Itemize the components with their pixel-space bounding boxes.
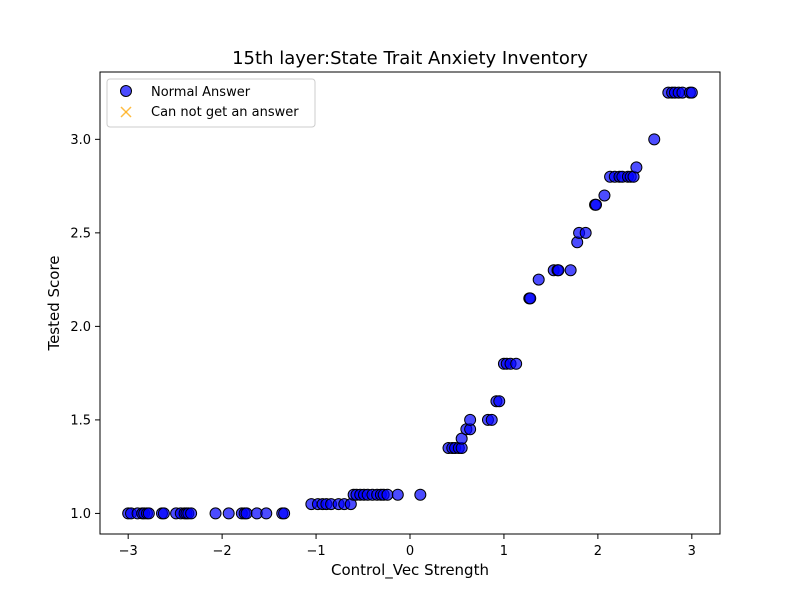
data-point [278, 507, 291, 520]
data-point [648, 133, 661, 146]
data-point [685, 86, 698, 99]
chart-title: 15th layer:State Trait Anxiety Inventory [232, 48, 588, 69]
data-point [240, 507, 253, 520]
x-tick-label: −1 [306, 544, 325, 559]
data-point [455, 432, 468, 445]
x-tick-label: 2 [594, 544, 602, 559]
legend-label-normal-answer: Normal Answer [151, 85, 251, 100]
x-axis-label: Control_Vec Strength [331, 561, 489, 580]
data-point [590, 198, 602, 211]
data-point [157, 507, 170, 520]
data-point [598, 189, 611, 202]
legend-marker-no-answer [120, 106, 132, 118]
x-tick-label: −2 [213, 544, 232, 559]
y-tick-label: 1.0 [70, 507, 91, 522]
data-point [552, 264, 565, 277]
y-axis-label: Tested Score [45, 255, 63, 351]
x-tick-label: 1 [500, 544, 508, 559]
legend-label-no-answer: Can not get an answer [151, 105, 299, 120]
data-points [122, 86, 698, 520]
y-tick-label: 3.0 [70, 133, 91, 148]
data-point [630, 161, 643, 174]
legend-box [106, 78, 316, 128]
data-point [185, 507, 198, 520]
data-point [579, 226, 592, 239]
data-point [142, 507, 155, 520]
data-point [564, 264, 577, 277]
data-point [532, 273, 545, 286]
data-point [209, 507, 222, 520]
data-point [222, 507, 235, 520]
x-tick-label: 3 [688, 544, 696, 559]
data-point [485, 413, 498, 426]
data-point [414, 488, 427, 501]
legend-marker-normal-answer [120, 85, 132, 97]
y-axis-ticks: 1.0 1.5 2.0 2.5 3.0 [70, 133, 100, 522]
data-point [260, 507, 273, 520]
x-axis-ticks: −3 −2 −1 0 1 2 3 [119, 534, 696, 559]
data-point [510, 357, 523, 370]
data-point [391, 488, 404, 501]
y-tick-label: 2.5 [70, 226, 91, 241]
data-point [493, 395, 506, 408]
x-tick-label: 0 [406, 544, 414, 559]
y-tick-label: 2.0 [70, 320, 91, 335]
y-tick-label: 1.5 [70, 413, 91, 428]
legend: Normal Answer Can not get an answer [106, 78, 316, 128]
data-point [464, 413, 477, 426]
data-point [381, 488, 394, 501]
data-point [524, 292, 537, 305]
x-tick-label: −3 [119, 544, 138, 559]
